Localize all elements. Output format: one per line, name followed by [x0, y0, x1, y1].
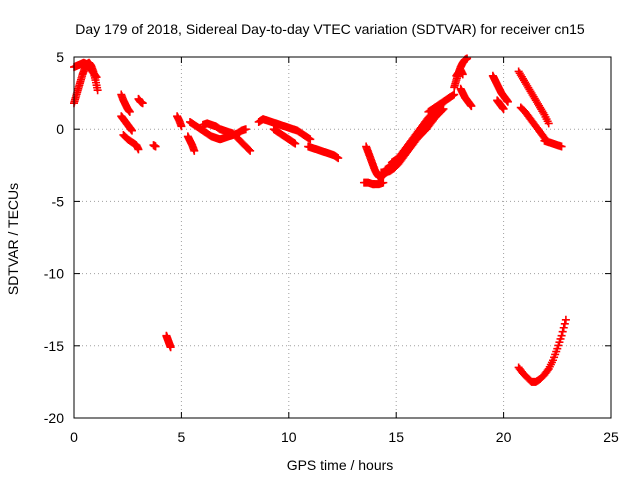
- data-point: [138, 99, 147, 108]
- plot-frame: [73, 56, 612, 419]
- series-arc25: [456, 84, 476, 111]
- data-point: [291, 139, 300, 148]
- y-tick-label: 5: [56, 49, 64, 65]
- series-arc12: [198, 119, 237, 138]
- series-arc21: [387, 104, 448, 167]
- data-point: [503, 97, 512, 106]
- data-point: [544, 119, 553, 128]
- series-arc16: [304, 142, 343, 163]
- y-tick-label: -15: [44, 338, 64, 354]
- data-point: [245, 145, 254, 154]
- data-point: [379, 178, 388, 187]
- x-tick-label: 10: [281, 429, 297, 445]
- data-point: [134, 145, 143, 154]
- data-point: [438, 106, 447, 115]
- data-point: [241, 125, 250, 134]
- x-tick-label: 5: [178, 429, 186, 445]
- series-arc27: [493, 96, 508, 113]
- series-arc15: [269, 125, 300, 148]
- series-arc2: [70, 58, 101, 82]
- series-arc8: [162, 331, 175, 352]
- data-point: [445, 93, 454, 102]
- axis-ticks: 0 5 10 15 20 25 5 0 -5 -10 -15 -20: [44, 49, 619, 445]
- data-point: [151, 142, 160, 151]
- data-point: [334, 154, 343, 163]
- data-point: [93, 86, 102, 95]
- y-axis-label: SDTVAR / TECUs: [5, 183, 21, 295]
- series-arc10: [183, 132, 199, 155]
- x-tick-label: 25: [603, 429, 619, 445]
- chart-title: Day 179 of 2018, Sidereal Day-to-day VTE…: [75, 21, 585, 37]
- x-tick-label: 15: [388, 429, 404, 445]
- x-tick-label: 0: [70, 429, 78, 445]
- series-arc28: [514, 67, 553, 128]
- series-arc7: [149, 141, 160, 151]
- data-points: [70, 54, 570, 386]
- data-point: [560, 319, 569, 328]
- data-point: [557, 331, 566, 340]
- series-arc26: [488, 71, 512, 106]
- data-point: [166, 343, 175, 352]
- series-arc22: [424, 93, 454, 116]
- series-arc30: [540, 136, 566, 151]
- data-point: [127, 126, 136, 135]
- series-arc9: [173, 112, 186, 131]
- grid-lines: [74, 57, 611, 418]
- data-point: [559, 323, 568, 332]
- data-point: [177, 122, 186, 131]
- data-point: [228, 129, 237, 138]
- series-arc24: [452, 65, 467, 80]
- data-point: [450, 90, 459, 99]
- x-axis-label: GPS time / hours: [287, 457, 394, 473]
- series-arc6: [134, 94, 147, 108]
- y-tick-label: -5: [52, 193, 65, 209]
- data-point: [463, 54, 472, 63]
- data-point: [557, 142, 566, 151]
- data-point: [190, 146, 199, 155]
- data-point: [306, 135, 315, 144]
- series-arc5: [119, 130, 143, 154]
- y-tick-label: -10: [44, 266, 64, 282]
- data-point: [125, 107, 134, 116]
- y-tick-label: -20: [44, 410, 64, 426]
- data-point: [246, 146, 255, 155]
- series-arc14: [254, 115, 315, 144]
- data-point: [561, 315, 570, 324]
- data-point: [558, 327, 567, 336]
- x-tick-label: 20: [496, 429, 512, 445]
- series-arc31: [514, 315, 570, 386]
- series-arc13: [233, 133, 255, 155]
- data-point: [439, 104, 448, 113]
- series-arc3: [117, 90, 134, 116]
- data-point: [458, 70, 467, 79]
- data-point: [92, 73, 101, 82]
- data-point: [499, 104, 508, 113]
- data-point: [467, 102, 476, 111]
- series-arc17: [359, 178, 388, 189]
- y-tick-label: 0: [56, 121, 64, 137]
- series-arc4: [117, 112, 136, 135]
- data-point: [91, 72, 100, 81]
